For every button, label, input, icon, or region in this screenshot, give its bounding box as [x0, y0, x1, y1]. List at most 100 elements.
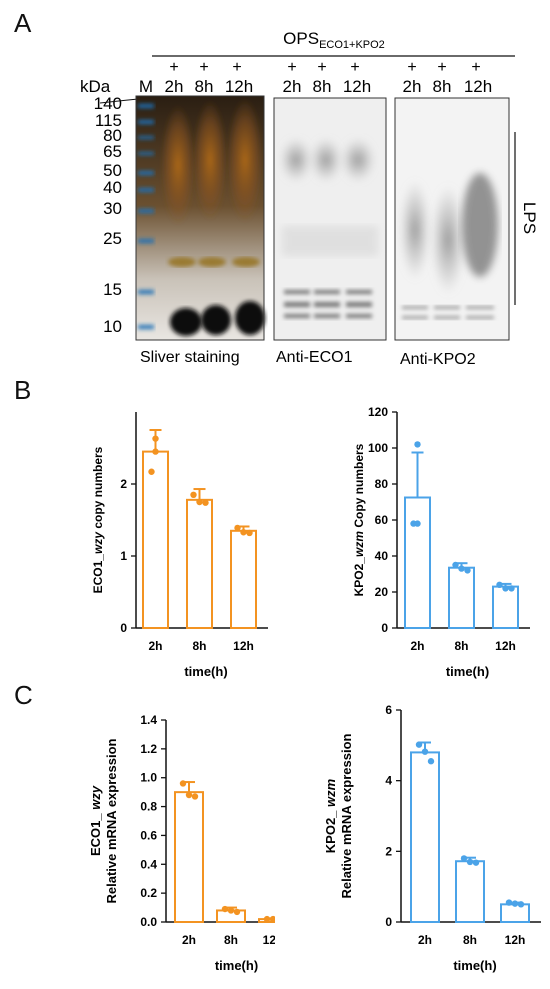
data-point [152, 448, 159, 455]
data-point [269, 915, 275, 923]
data-point [179, 780, 187, 787]
marker-pointer-line [99, 98, 139, 104]
plus-sign: + [471, 59, 480, 76]
data-point [511, 900, 519, 907]
anti-kpo2-caption: Anti-KPO2 [400, 351, 476, 368]
x-tick-label: 12h [263, 933, 275, 947]
y-tick-label: 60 [375, 513, 389, 527]
data-point [460, 855, 468, 862]
lane-label: 8h [195, 77, 214, 96]
plus-sign: + [407, 59, 416, 76]
y-tick-label: 40 [375, 549, 389, 563]
x-tick-label: 8h [454, 639, 468, 653]
data-point [148, 468, 155, 475]
x-tick-label: 2h [182, 933, 196, 947]
x-tick-label: 12h [233, 639, 254, 653]
silver-staining-caption: Sliver staining [140, 349, 240, 366]
plus-sign: + [232, 59, 241, 76]
panel-b-letter: B [14, 375, 32, 405]
y-tick-label: 0.2 [140, 886, 157, 900]
marker-lane-label: M [139, 77, 153, 96]
marker-label: 40 [103, 178, 122, 197]
x-tick-label: 2h [418, 933, 432, 947]
data-point [452, 561, 459, 569]
lane-label: 2h [165, 77, 184, 96]
anti-eco1-blot [273, 97, 387, 341]
y-tick-label: 1.0 [140, 771, 157, 785]
x-axis-label: time(h) [184, 664, 227, 679]
marker-label: 30 [103, 199, 122, 218]
bar [500, 903, 530, 923]
marker-label: 25 [103, 229, 122, 248]
marker-label: 140 [94, 94, 122, 113]
data-point [202, 499, 209, 506]
chart-eco1-copy-numbers: 0 1 2 2h 8h 12h time(h) ECO1_wzy copy numbers [91, 412, 268, 679]
lane-label: 12h [225, 77, 253, 96]
y-tick-label: 120 [368, 405, 388, 419]
y-tick-label: 1.2 [140, 742, 157, 756]
y-tick-label: 2 [120, 477, 127, 491]
data-point [196, 498, 203, 506]
ops-header: OPSECO1+KPO2 [283, 29, 385, 51]
anti-eco1-caption: Anti-ECO1 [276, 349, 353, 366]
data-point [517, 901, 525, 908]
data-point [505, 899, 513, 906]
lane-labels: M 2h 8h 12h 2h 8h 12h 2h 8h 12h [139, 77, 492, 96]
x-tick-label: 2h [410, 639, 424, 653]
y-tick-label: 0 [385, 915, 392, 929]
y-tick-label: 0 [120, 621, 127, 635]
x-axis-label: time(h) [446, 664, 489, 679]
data-point [227, 907, 235, 914]
lps-label: LPS [520, 202, 539, 234]
chart-kpo2-copy-numbers: 0 20 40 60 80 100 120 2h 8h 12h time(h) KPO2_wzm Co… [352, 405, 530, 679]
data-point [415, 741, 423, 748]
lane-label: 8h [313, 77, 332, 96]
y-tick-label: 1.4 [140, 713, 157, 727]
lane-label: 2h [403, 77, 422, 96]
y-tick-label: 0 [381, 621, 388, 635]
panel-a-figure: OPSECO1+KPO2 + + + + + + + + + M 2h 8h 1… [80, 29, 539, 368]
bar [186, 498, 213, 629]
y-axis-label: ECO1_ wzy [88, 785, 103, 856]
y-tick-label: 1 [120, 549, 127, 563]
y-axis-label-line2: Relative mRNA expression [104, 738, 119, 903]
y-axis-label: ECO1_wzy copy numbers [91, 446, 105, 593]
lane-label: 12h [464, 77, 492, 96]
plus-sign: + [199, 59, 208, 76]
chart-kpo2-mrna: 0 2 4 6 2h 8h 12h time(h) KPO2_ wzm Relative mRNA… [323, 703, 541, 973]
x-tick-label: 12h [505, 933, 526, 947]
chart-eco1-mrna: 0.0 0.2 0.4 0.6 0.8 1.0 1.2 1.4 2h 8h 12h time(h) EC… [88, 713, 275, 973]
data-point [263, 915, 271, 923]
plus-sign: + [287, 59, 296, 76]
marker-label: 80 [103, 126, 122, 145]
bar [142, 450, 169, 629]
panel-c-letter: C [14, 680, 33, 710]
y-tick-label: 6 [385, 703, 392, 717]
y-tick-label: 80 [375, 477, 389, 491]
y-axis-label-line2: Relative mRNA expression [339, 733, 354, 898]
x-tick-label: 8h [192, 639, 206, 653]
data-point [221, 905, 229, 913]
data-point [191, 793, 199, 800]
plus-sign: + [317, 59, 326, 76]
bar [492, 585, 519, 630]
bar [448, 566, 475, 629]
data-point [240, 529, 247, 536]
plus-sign: + [350, 59, 359, 76]
x-axis-label: time(h) [453, 958, 496, 973]
data-point [496, 581, 503, 588]
bar [230, 529, 257, 629]
x-tick-label: 8h [224, 933, 238, 947]
bar [404, 496, 431, 629]
silver-stain-blot [135, 95, 265, 341]
y-tick-label: 0.4 [140, 857, 157, 871]
lane-label: 8h [433, 77, 452, 96]
data-point [458, 565, 465, 572]
data-point [502, 585, 509, 592]
y-tick-label: 0.0 [140, 915, 157, 929]
x-tick-label: 8h [463, 933, 477, 947]
marker-label: 50 [103, 161, 122, 180]
data-point [233, 908, 241, 916]
y-tick-label: 0.6 [140, 828, 157, 842]
data-point [190, 491, 197, 498]
